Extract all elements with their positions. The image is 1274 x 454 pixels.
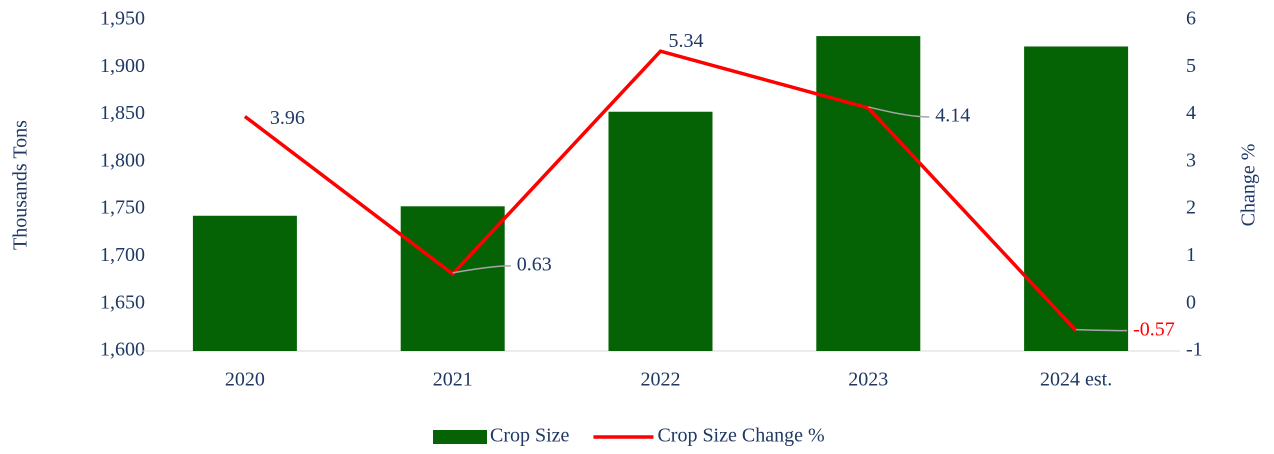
- x-tick-label: 2020: [225, 369, 265, 391]
- y-axis-title: Thousands Tons: [10, 120, 32, 250]
- data-label: 3.96: [270, 107, 305, 129]
- bar: [400, 206, 505, 351]
- y-tick-label: 1,900: [100, 55, 145, 77]
- y2-tick-label: 6: [1186, 8, 1196, 30]
- bar: [1024, 46, 1129, 351]
- leader-line: [1076, 328, 1128, 332]
- legend-label: Crop Size Change %: [657, 425, 824, 447]
- y-tick-label: 1,650: [100, 291, 145, 313]
- data-label: 5.34: [669, 30, 704, 52]
- y2-tick-label: 5: [1186, 55, 1196, 77]
- line: [243, 49, 1078, 332]
- y-tick-label: 1,850: [100, 102, 145, 124]
- x-tick-label: 2021: [433, 369, 473, 391]
- legend-label: Crop Size: [490, 425, 570, 447]
- y2-tick-label: 3: [1186, 149, 1196, 171]
- y2-axis-title: Change %: [1238, 144, 1260, 227]
- data-label: -0.57: [1133, 318, 1175, 340]
- y-tick-label: 1,700: [100, 244, 145, 266]
- x-tick-label: 2022: [641, 369, 681, 391]
- y2-tick-label: 2: [1186, 197, 1196, 219]
- x-tick-label: 2024 est.: [1040, 369, 1112, 391]
- y-tick-label: 1,950: [100, 8, 145, 30]
- y-tick-label: 1,600: [100, 339, 145, 361]
- bar: [192, 215, 297, 351]
- y-tick-label: 1,750: [100, 197, 145, 219]
- x-tick-label: 2023: [848, 369, 888, 391]
- y2-tick-label: 0: [1186, 291, 1196, 313]
- y2-tick-label: -1: [1186, 339, 1203, 361]
- data-label: 0.63: [517, 254, 552, 276]
- bar: [608, 111, 713, 351]
- data-label: 4.14: [935, 105, 970, 127]
- y2-tick-label: 1: [1186, 244, 1196, 266]
- y2-tick-label: 4: [1186, 102, 1196, 124]
- legend-swatch: [433, 430, 487, 444]
- bar: [816, 36, 921, 351]
- leader-line: [868, 106, 930, 118]
- leader-line: [452, 265, 511, 274]
- y-tick-label: 1,800: [100, 149, 145, 171]
